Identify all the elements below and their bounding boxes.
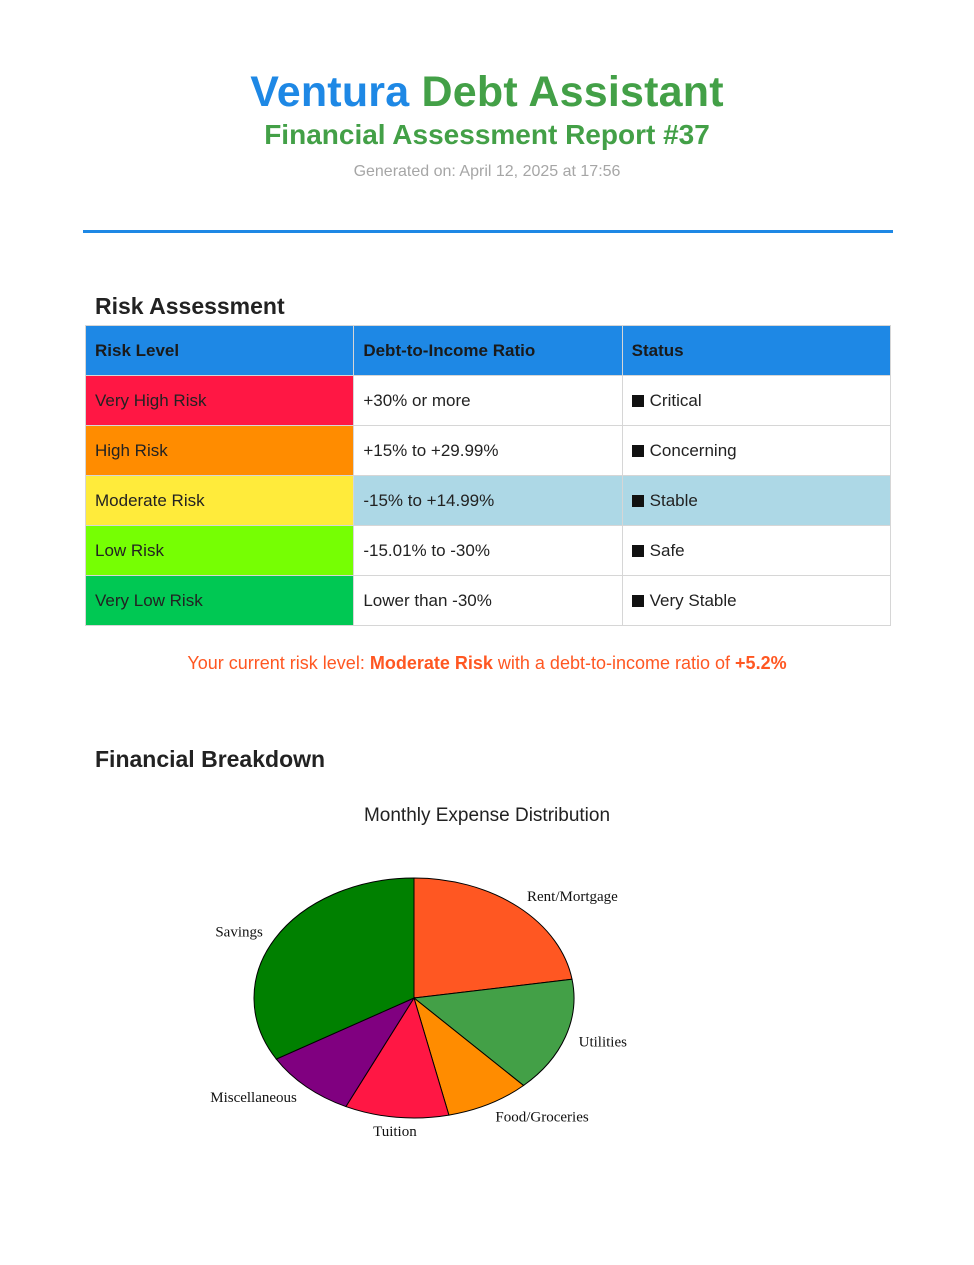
column-header-ratio: Debt-to-Income Ratio xyxy=(353,325,623,376)
pie-label: Tuition xyxy=(373,1124,417,1140)
pie-label: Savings xyxy=(215,925,263,941)
status-cell: Stable xyxy=(621,475,892,526)
pie-label: Miscellaneous xyxy=(210,1090,297,1106)
status-label: Very Stable xyxy=(649,590,737,610)
report-header: Ventura Debt Assistant Financial Assessm… xyxy=(0,66,974,182)
status-cell: Critical xyxy=(621,375,892,426)
app-title: Ventura Debt Assistant xyxy=(0,66,974,118)
header-divider xyxy=(83,230,893,233)
brand-name: Ventura xyxy=(250,68,410,116)
current-risk-ratio: +5.2% xyxy=(735,653,787,673)
column-header-risk-level: Risk Level xyxy=(84,325,355,376)
table-row: Low Risk -15.01% to -30% Safe xyxy=(84,525,892,576)
expense-pie-chart: Rent/Mortgage Utilities Food/Groceries Tuit… xyxy=(210,877,627,1140)
ratio-cell: Lower than -30% xyxy=(353,575,623,626)
current-risk-level: Moderate Risk xyxy=(369,653,493,673)
risk-level-cell: Moderate Risk xyxy=(84,475,355,526)
pie-slice-tuition xyxy=(345,996,450,1119)
status-label: Critical xyxy=(649,390,702,410)
product-name: Debt Assistant xyxy=(421,68,724,116)
pie-slice-savings xyxy=(253,877,415,1060)
risk-section-title: Risk Assessment xyxy=(95,293,285,319)
pie-slice-rent-mortgage xyxy=(413,877,573,999)
pie-slice-miscellaneous xyxy=(275,996,416,1108)
ratio-cell: +15% to +29.99% xyxy=(353,425,623,476)
status-label: Concerning xyxy=(649,440,737,460)
status-cell: Safe xyxy=(621,525,892,576)
status-square-icon xyxy=(631,444,644,457)
ratio-cell: +30% or more xyxy=(353,375,623,426)
pie-label: Utilities xyxy=(579,1034,627,1050)
status-square-icon xyxy=(631,394,644,407)
status-cell: Concerning xyxy=(621,425,892,476)
pie-slice-utilities xyxy=(412,978,575,1087)
current-risk-middle: with a debt-to-income ratio of xyxy=(497,653,731,673)
chart-title: Monthly Expense Distribution xyxy=(363,805,611,826)
pie-label: Rent/Mortgage xyxy=(527,889,618,905)
breakdown-section-title: Financial Breakdown xyxy=(95,746,326,772)
status-label: Stable xyxy=(649,490,698,510)
risk-level-cell: Very Low Risk xyxy=(84,575,355,626)
table-row: Very Low Risk Lower than -30% Very Stabl… xyxy=(84,575,892,626)
table-row: Moderate Risk -15% to +14.99% Stable xyxy=(84,475,892,526)
risk-table-header-row: Risk Level Debt-to-Income Ratio Status xyxy=(84,325,892,376)
table-row: High Risk +15% to +29.99% Concerning xyxy=(84,425,892,476)
risk-level-cell: Low Risk xyxy=(84,525,355,576)
ratio-cell: -15.01% to -30% xyxy=(353,525,623,576)
report-title: Financial Assessment Report #37 xyxy=(264,119,710,150)
generated-timestamp: Generated on: April 12, 2025 at 17:56 xyxy=(353,163,621,180)
status-cell: Very Stable xyxy=(621,575,892,626)
risk-table: Risk Level Debt-to-Income Ratio Status V… xyxy=(84,325,892,626)
status-square-icon xyxy=(631,594,644,607)
status-label: Safe xyxy=(649,540,685,560)
current-risk-prefix: Your current risk level: xyxy=(187,653,365,673)
pie-label: Food/Groceries xyxy=(495,1109,588,1125)
risk-level-cell: High Risk xyxy=(84,425,355,476)
risk-level-cell: Very High Risk xyxy=(84,375,355,426)
status-square-icon xyxy=(631,494,644,507)
ratio-cell: -15% to +14.99% xyxy=(353,475,623,526)
table-row: Very High Risk +30% or more Critical xyxy=(84,375,892,426)
pie-slice-food-groceries xyxy=(413,996,525,1116)
status-square-icon xyxy=(631,544,644,557)
column-header-status: Status xyxy=(621,325,892,376)
current-risk-summary: Your current risk level: Moderate Risk w… xyxy=(0,653,974,674)
